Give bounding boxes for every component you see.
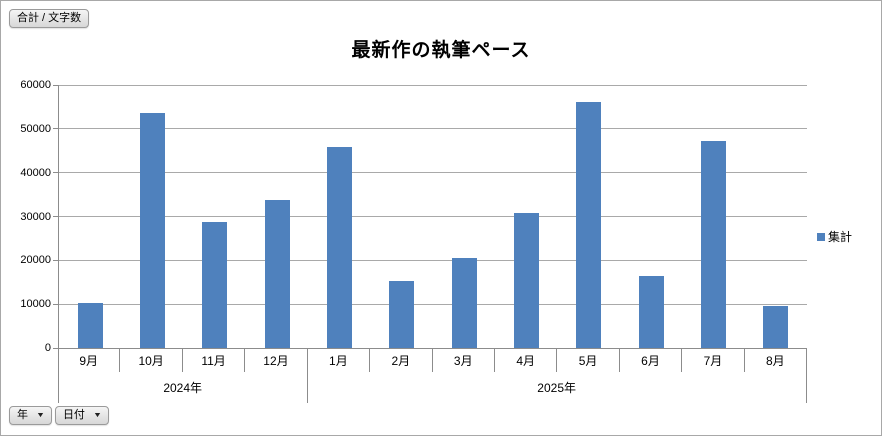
month-label: 6月 — [620, 349, 683, 372]
y-axis-tick-label: 0 — [44, 342, 51, 354]
bar-10月 — [140, 113, 165, 348]
group-separator-line — [307, 348, 309, 403]
month-label: 12月 — [245, 349, 308, 372]
bar-7月 — [701, 141, 726, 348]
bar-8月 — [763, 306, 789, 348]
month-label: 4月 — [495, 349, 558, 372]
legend-label: 集計 — [828, 230, 853, 244]
group-separator-line — [58, 348, 59, 403]
legend-marker-icon — [817, 232, 825, 241]
y-axis-tick-label: 10000 — [20, 298, 51, 311]
year-label-row: 2024年 2025年 — [58, 372, 806, 402]
y-axis-tick-label: 50000 — [20, 122, 51, 135]
year-group-label: 2024年 — [163, 380, 203, 395]
gridline — [59, 172, 807, 174]
y-axis-tick — [53, 84, 59, 86]
group-separator-line — [806, 348, 807, 403]
month-label: 7月 — [682, 349, 745, 372]
legend: 集計 — [817, 228, 852, 245]
bar-3月 — [451, 257, 477, 348]
month-label: 10月 — [120, 349, 183, 372]
value-field-label: 合計 / 文字数 — [17, 12, 82, 24]
bar-6月 — [638, 275, 664, 348]
y-axis-tick — [53, 303, 59, 305]
date-field-label: 日付 — [62, 409, 85, 421]
bar-9月 — [77, 302, 103, 348]
month-label: 11月 — [183, 349, 246, 372]
y-axis-tick-label: 60000 — [20, 79, 51, 91]
month-label: 1月 — [308, 349, 371, 372]
y-axis-tick — [53, 128, 59, 130]
month-label-row: 9月 10月 11月 12月 1月 2月 3月 4月 5月 6月 7月 8月 — [58, 349, 806, 372]
y-axis-tick-label: 30000 — [20, 210, 51, 223]
plot-area — [53, 84, 807, 349]
value-field-button[interactable]: 合計 / 文字数 — [9, 9, 90, 28]
gridline — [59, 259, 807, 261]
axis-field-buttons: 年 ▼ 日付 ▼ — [9, 406, 109, 425]
year-field-button[interactable]: 年 ▼ — [9, 406, 52, 425]
y-axis-tick — [53, 216, 59, 217]
bar-12月 — [264, 200, 290, 348]
chevron-down-icon: ▼ — [92, 412, 102, 419]
month-label: 2月 — [370, 349, 433, 372]
gridline — [59, 303, 807, 305]
bar-1月 — [327, 146, 352, 348]
y-axis-tick — [53, 172, 59, 174]
category-axis: 9月 10月 11月 12月 1月 2月 3月 4月 5月 6月 7月 8月 2024年 2025年 — [58, 348, 807, 403]
month-label: 5月 — [557, 349, 620, 372]
month-label: 9月 — [58, 349, 121, 372]
gridline — [59, 84, 807, 86]
y-axis-tick — [53, 259, 59, 261]
y-axis-tick — [53, 347, 59, 349]
gridline — [59, 216, 807, 217]
chevron-down-icon: ▼ — [35, 412, 45, 419]
y-axis-labels: 0 10000 20000 30000 40000 50000 60000 — [1, 79, 51, 354]
year-group-label: 2025年 — [537, 380, 576, 395]
bar-4月 — [514, 212, 539, 348]
chart-title: 最新作の執筆ペース — [351, 40, 531, 61]
month-label: 3月 — [433, 349, 495, 372]
bar-5月 — [576, 102, 602, 348]
y-axis-tick-label: 40000 — [20, 166, 51, 179]
year-field-label: 年 — [17, 409, 28, 421]
y-axis-tick-label: 20000 — [20, 254, 51, 267]
gridline — [59, 128, 807, 130]
bar-11月 — [202, 222, 228, 348]
month-label: 8月 — [766, 354, 785, 368]
date-field-button[interactable]: 日付 ▼ — [54, 406, 109, 425]
bar-2月 — [389, 280, 415, 348]
